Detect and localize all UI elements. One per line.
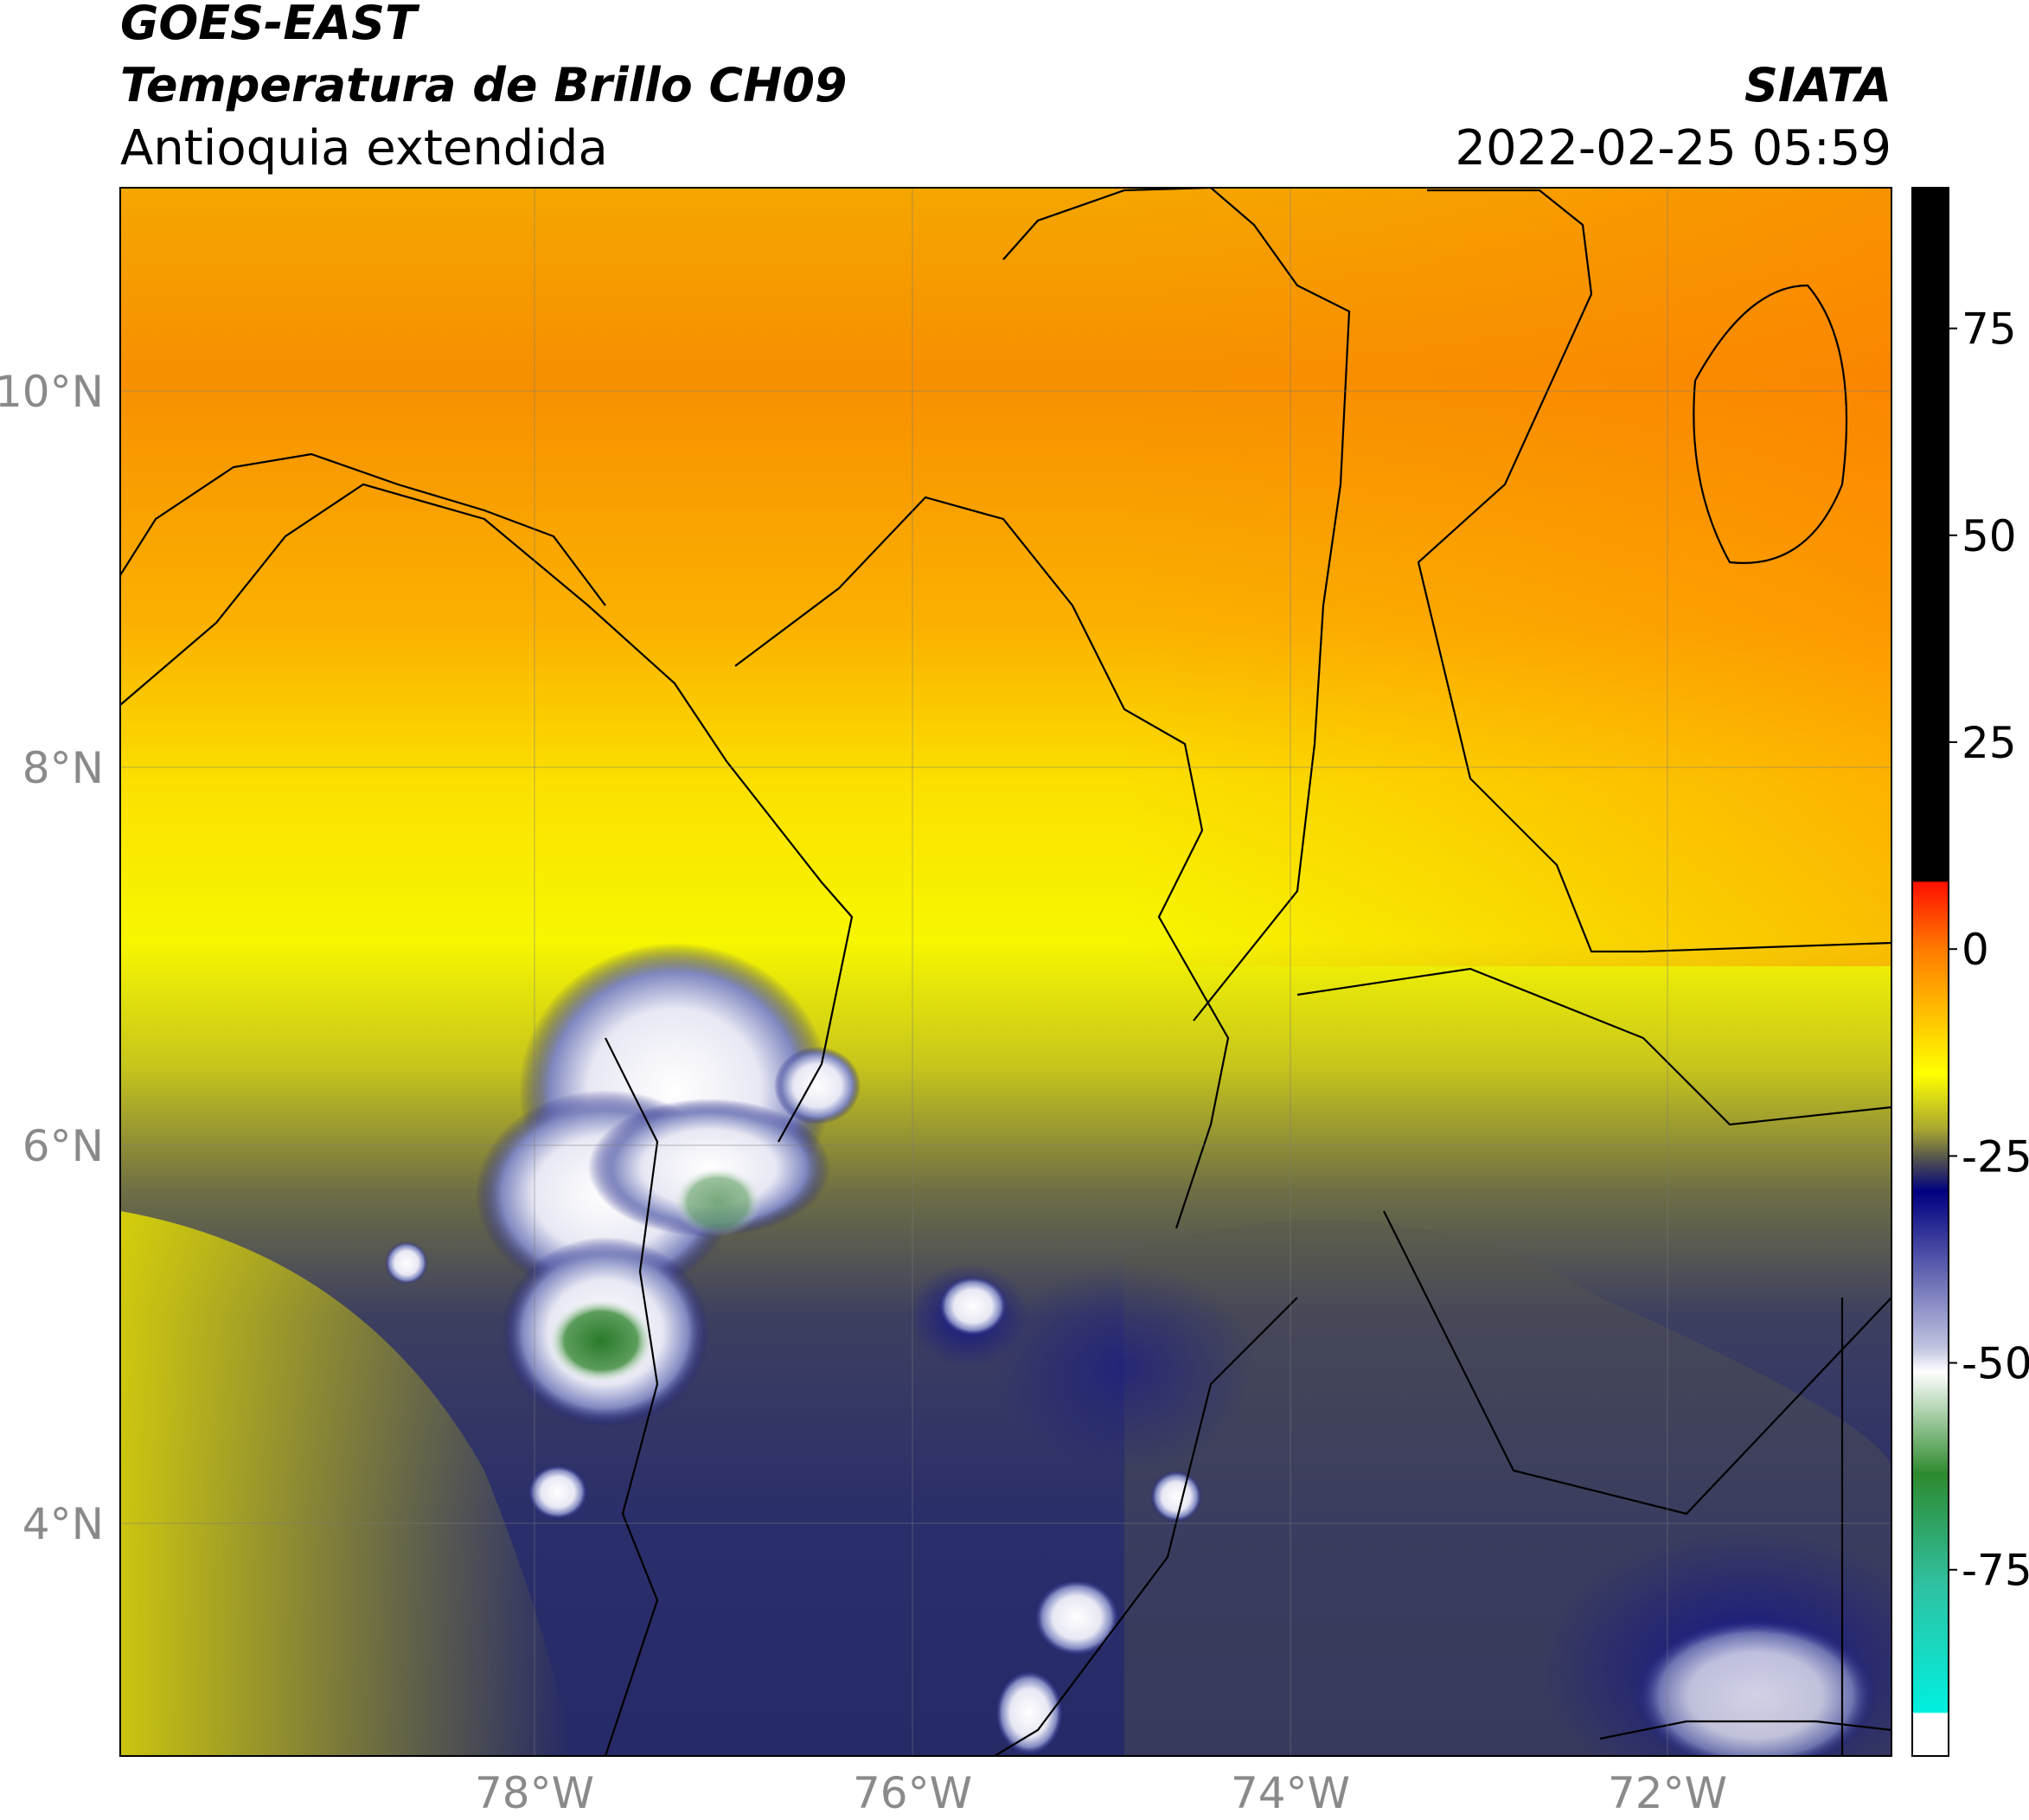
lon-label: 76°W	[853, 1768, 972, 1817]
lat-label: 6°N	[22, 1121, 104, 1171]
colorbar-tick-label: 50	[1962, 511, 2017, 561]
colorbar-tick-label: -50	[1962, 1339, 2029, 1389]
colorbar-tick-label: -75	[1962, 1546, 2029, 1596]
colorbar-tick-label: 25	[1962, 718, 2017, 768]
datetime: 2022-02-25 05:59	[1455, 120, 1891, 176]
lat-label: 10°N	[0, 367, 104, 417]
lon-label: 78°W	[475, 1768, 594, 1817]
lat-label: 8°N	[22, 743, 104, 793]
title-line1: GOES-EAST	[120, 0, 420, 50]
colorbar-ticks: 75 50 25 0 -25 -50 -75	[1949, 304, 2029, 1596]
colorbar-tick-label: 75	[1962, 304, 2017, 355]
colorbar-tick-label: 0	[1962, 925, 1989, 975]
graticule	[120, 188, 1891, 1756]
colorbar-tick-label: -25	[1962, 1131, 2029, 1182]
colorbar	[1911, 187, 1949, 1757]
region: Antioquia extendida	[120, 120, 608, 176]
agency: SIATA	[1744, 58, 1891, 112]
map-frame	[119, 187, 1892, 1757]
map-image	[120, 188, 1891, 1756]
lat-label: 4°N	[22, 1499, 104, 1549]
title-line2: Temperatura de Brillo CH09	[120, 58, 848, 112]
lon-label: 74°W	[1231, 1768, 1350, 1817]
lon-label: 72°W	[1608, 1768, 1727, 1817]
